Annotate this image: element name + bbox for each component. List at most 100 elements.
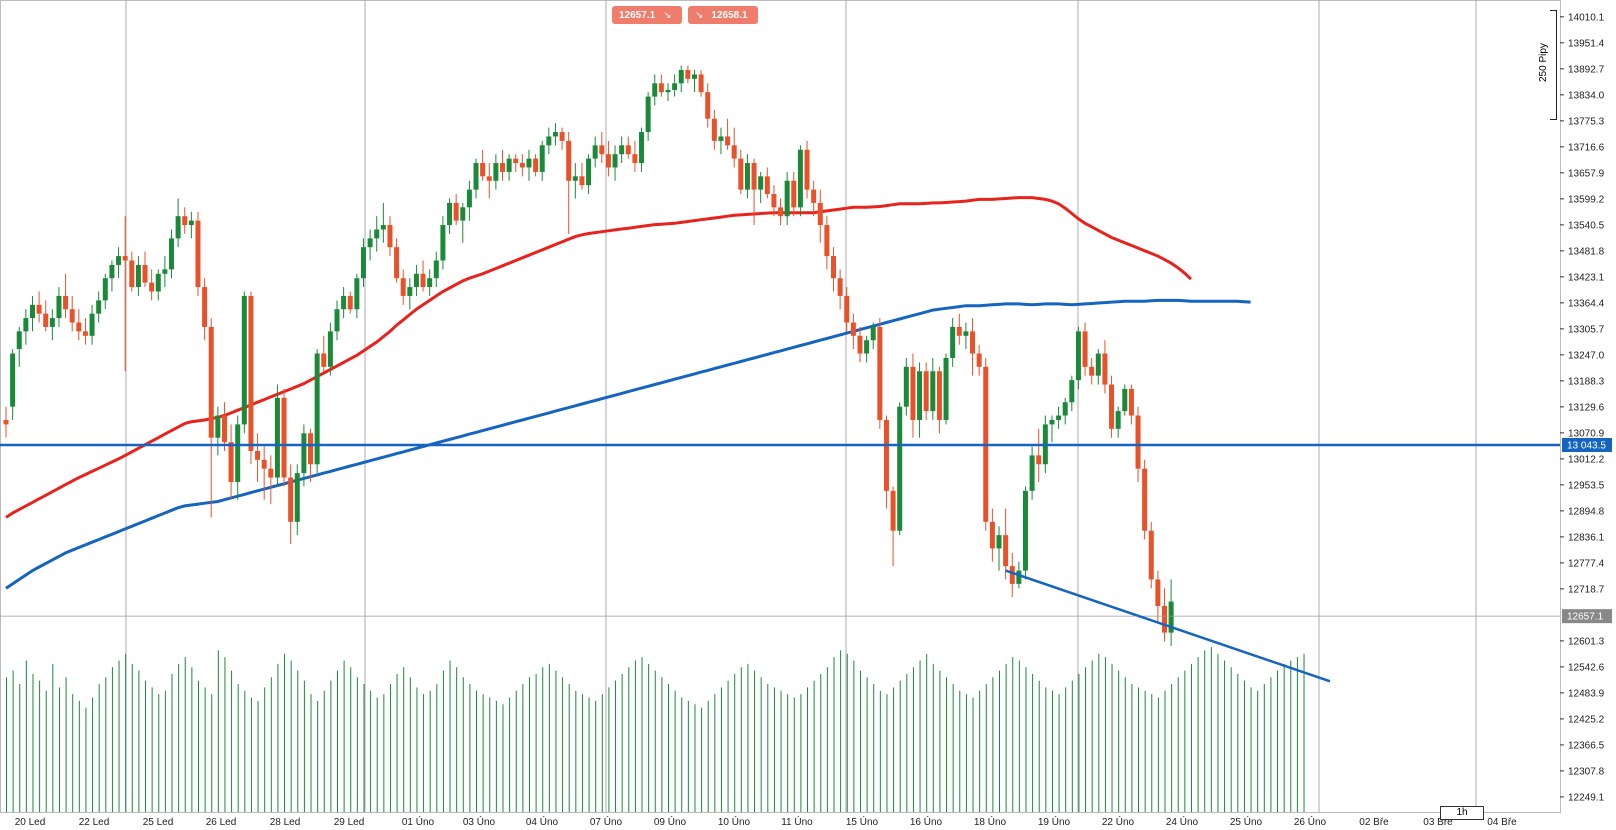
candle <box>1095 349 1101 385</box>
timeframe-selector[interactable]: 1h <box>1440 806 1484 820</box>
candle <box>950 318 956 367</box>
candle <box>784 171 790 226</box>
candle <box>698 70 704 97</box>
candle-body <box>1016 570 1022 584</box>
candle-body <box>579 176 585 186</box>
candle <box>56 287 62 327</box>
candle <box>665 83 671 102</box>
candle-body <box>725 136 731 146</box>
candle-body <box>917 371 923 420</box>
candle-body <box>56 295 62 319</box>
candle <box>1022 486 1028 580</box>
candle-body <box>341 295 347 310</box>
candle-body <box>16 331 22 350</box>
candle-body <box>546 136 552 146</box>
candle-body <box>129 260 135 288</box>
candle <box>1155 570 1161 624</box>
candle <box>36 291 42 323</box>
candle-body <box>49 318 55 327</box>
x-tick-label: 01 Úno <box>402 815 435 828</box>
candle-body <box>89 313 95 336</box>
candle-body <box>1075 331 1081 381</box>
trendline[interactable] <box>1005 569 1331 683</box>
candle <box>1109 375 1115 438</box>
y-tick-label: 12425.2 <box>1568 714 1605 725</box>
candle <box>1122 384 1128 416</box>
candle <box>989 508 995 562</box>
candle-body <box>135 264 141 288</box>
candle <box>129 251 135 292</box>
candle-body <box>122 256 128 261</box>
candle-body <box>473 163 479 190</box>
candle-body <box>903 366 909 407</box>
candle <box>903 357 909 416</box>
candle-body <box>394 247 400 279</box>
candle <box>76 309 82 341</box>
candle <box>1142 459 1148 540</box>
candle-body <box>486 176 492 181</box>
candle <box>195 211 201 296</box>
candle <box>1075 326 1081 389</box>
time-axis[interactable]: 20 Led 22 Led 25 Led 26 Led 28 Led 29 Led 01 Ú… <box>15 815 1517 828</box>
level-badge-label: 13 043.5 <box>1567 440 1606 451</box>
candle-body <box>850 322 856 336</box>
candle-body <box>1029 455 1035 491</box>
candle-body <box>433 260 439 279</box>
candle-body <box>804 149 810 190</box>
y-tick-label: 13540.5 <box>1568 220 1605 231</box>
candle <box>360 238 366 288</box>
candle-body <box>771 194 777 208</box>
ma-fast-line <box>5 298 1251 590</box>
candle <box>619 136 625 164</box>
candle <box>870 322 876 350</box>
y-tick-label: 12894.8 <box>1568 506 1605 517</box>
candle <box>652 74 658 106</box>
candle <box>923 362 929 420</box>
candle-body <box>552 132 558 137</box>
candle <box>1168 579 1174 646</box>
price-axis[interactable]: 14010.1 13951.4 13892.7 13834.0 13775.3 13716… <box>1560 12 1612 803</box>
candle <box>672 74 678 97</box>
trend-down-icon: ↘ <box>695 9 704 21</box>
candle <box>764 167 770 199</box>
ask-quote-box[interactable]: ↘ 12658.1 <box>688 6 758 24</box>
candle-body <box>294 473 300 522</box>
candle-body <box>612 154 618 168</box>
candle-body <box>870 326 876 341</box>
candle-body <box>493 163 499 181</box>
candle <box>3 406 9 438</box>
candle-body <box>744 163 750 190</box>
y-tick-label: 13775.3 <box>1568 116 1605 127</box>
scale-label: 250 Pipy <box>1538 43 1549 82</box>
moving-averages <box>5 196 1251 590</box>
candle-body <box>890 490 896 531</box>
y-tick-label: 12953.5 <box>1568 480 1605 491</box>
candle-body <box>625 145 631 155</box>
candle <box>711 109 717 150</box>
candle-body <box>831 256 836 279</box>
candle <box>109 260 115 292</box>
candle <box>155 269 161 301</box>
y-tick-label: 13716.6 <box>1568 142 1605 153</box>
candle <box>433 251 439 288</box>
y-tick-label: 13305.7 <box>1568 324 1605 335</box>
candle <box>420 260 426 292</box>
x-tick-label: 26 Led <box>206 817 237 828</box>
candle-body <box>29 304 35 319</box>
candle-body <box>923 371 929 412</box>
candle <box>976 344 982 376</box>
candle-body <box>665 89 671 93</box>
candle-body <box>764 176 770 195</box>
bid-value: 12657.1 <box>619 9 656 21</box>
candle-body <box>559 132 565 141</box>
candle-body <box>400 278 406 296</box>
x-tick-label: 22 Úno <box>1102 815 1135 828</box>
candle-body <box>513 158 519 164</box>
candle-body <box>751 163 757 190</box>
candle-body <box>632 154 638 164</box>
candle <box>1009 552 1015 598</box>
bid-quote-box[interactable]: 12657.1 ↘ <box>612 6 682 24</box>
candle <box>49 309 55 341</box>
candle <box>850 313 856 350</box>
